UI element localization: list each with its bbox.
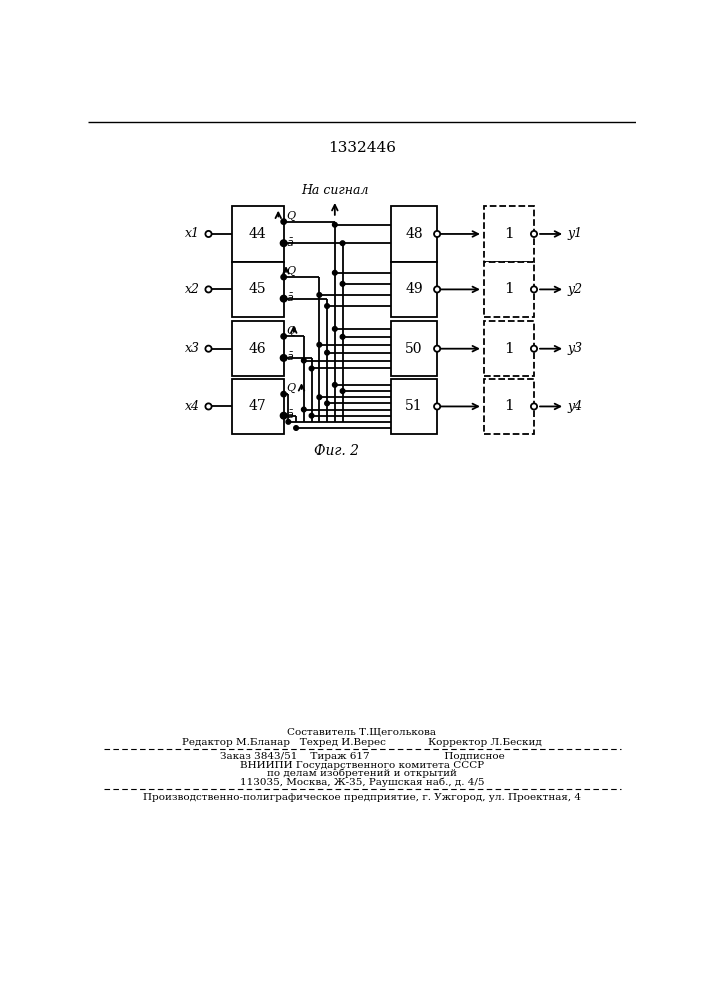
Circle shape xyxy=(281,355,286,361)
Text: Заказ 3843/51    Тираж 617                       Подписное: Заказ 3843/51 Тираж 617 Подписное xyxy=(220,752,504,761)
Circle shape xyxy=(434,286,440,292)
Text: Q: Q xyxy=(286,383,295,393)
Text: y4: y4 xyxy=(567,400,583,413)
Circle shape xyxy=(281,391,286,397)
Bar xyxy=(484,379,534,434)
Text: x1: x1 xyxy=(185,227,200,240)
Text: Редактор М.Бланар   Техред И.Верес             Корректор Л.Бескид: Редактор М.Бланар Техред И.Верес Коррект… xyxy=(182,738,542,747)
Circle shape xyxy=(206,286,211,292)
Text: 1: 1 xyxy=(504,399,514,413)
Text: Фиг. 2: Фиг. 2 xyxy=(314,444,359,458)
Circle shape xyxy=(301,407,306,412)
Text: 49: 49 xyxy=(405,282,423,296)
Circle shape xyxy=(434,403,440,410)
Circle shape xyxy=(281,240,287,246)
Circle shape xyxy=(317,342,322,347)
Text: y1: y1 xyxy=(567,227,583,240)
Text: Q: Q xyxy=(286,326,295,336)
Circle shape xyxy=(340,389,345,393)
Text: 44: 44 xyxy=(249,227,267,241)
Circle shape xyxy=(325,401,329,406)
Circle shape xyxy=(332,383,337,387)
Text: $\bar{a}$: $\bar{a}$ xyxy=(286,292,294,304)
Circle shape xyxy=(206,403,211,410)
Text: 47: 47 xyxy=(249,399,267,413)
Text: Q: Q xyxy=(286,266,295,276)
Bar xyxy=(484,206,534,262)
Circle shape xyxy=(332,327,337,331)
Circle shape xyxy=(325,304,329,308)
Circle shape xyxy=(281,413,287,419)
Circle shape xyxy=(531,231,537,237)
Circle shape xyxy=(325,350,329,355)
Text: 48: 48 xyxy=(405,227,423,241)
Bar xyxy=(232,206,284,262)
Text: x2: x2 xyxy=(185,283,200,296)
Circle shape xyxy=(206,346,211,352)
Text: 45: 45 xyxy=(249,282,267,296)
Text: 50: 50 xyxy=(405,342,423,356)
Text: ВНИИПИ Государственного комитета СССР: ВНИИПИ Государственного комитета СССР xyxy=(240,761,484,770)
Circle shape xyxy=(309,366,314,371)
Text: 113035, Москва, Ж-35, Раушская наб., д. 4/5: 113035, Москва, Ж-35, Раушская наб., д. … xyxy=(240,777,484,787)
Text: 1332446: 1332446 xyxy=(328,141,396,155)
Bar xyxy=(232,262,284,317)
Circle shape xyxy=(332,222,337,227)
Bar xyxy=(391,206,437,262)
Circle shape xyxy=(309,413,314,418)
Text: $\bar{a}$: $\bar{a}$ xyxy=(286,409,294,421)
Text: 1: 1 xyxy=(504,282,514,296)
Circle shape xyxy=(286,420,291,424)
Text: $\bar{a}$: $\bar{a}$ xyxy=(286,351,294,363)
Text: x4: x4 xyxy=(185,400,200,413)
Circle shape xyxy=(340,282,345,286)
Circle shape xyxy=(317,293,322,297)
Circle shape xyxy=(332,270,337,275)
Text: y3: y3 xyxy=(567,342,583,355)
Bar xyxy=(232,379,284,434)
Circle shape xyxy=(340,334,345,339)
Text: 46: 46 xyxy=(249,342,267,356)
Text: y2: y2 xyxy=(567,283,583,296)
Text: $\bar{a}$: $\bar{a}$ xyxy=(286,236,294,249)
Circle shape xyxy=(281,334,286,339)
Circle shape xyxy=(340,241,345,246)
Bar xyxy=(484,262,534,317)
Circle shape xyxy=(531,286,537,292)
Circle shape xyxy=(281,413,286,418)
Circle shape xyxy=(281,219,286,224)
Bar xyxy=(484,321,534,376)
Bar xyxy=(391,262,437,317)
Circle shape xyxy=(317,395,322,400)
Text: 1: 1 xyxy=(504,342,514,356)
Bar xyxy=(391,321,437,376)
Text: 1: 1 xyxy=(504,227,514,241)
Circle shape xyxy=(281,241,286,246)
Text: x3: x3 xyxy=(185,342,200,355)
Text: Q: Q xyxy=(286,211,295,221)
Circle shape xyxy=(434,231,440,237)
Circle shape xyxy=(531,346,537,352)
Circle shape xyxy=(206,231,211,237)
Text: по делам изобретений и открытий: по делам изобретений и открытий xyxy=(267,769,457,778)
Circle shape xyxy=(281,355,287,361)
Text: 51: 51 xyxy=(405,399,423,413)
Circle shape xyxy=(434,346,440,352)
Circle shape xyxy=(531,403,537,410)
Bar xyxy=(391,379,437,434)
Circle shape xyxy=(281,274,286,280)
Text: Производственно-полиграфическое предприятие, г. Ужгород, ул. Проектная, 4: Производственно-полиграфическое предприя… xyxy=(143,793,581,802)
Circle shape xyxy=(281,296,286,301)
Text: Составитель Т.Щеголькова: Составитель Т.Щеголькова xyxy=(288,728,436,737)
Circle shape xyxy=(281,296,287,302)
Text: На сигнал: На сигнал xyxy=(301,184,368,197)
Circle shape xyxy=(301,358,306,363)
Bar xyxy=(232,321,284,376)
Circle shape xyxy=(293,426,298,430)
